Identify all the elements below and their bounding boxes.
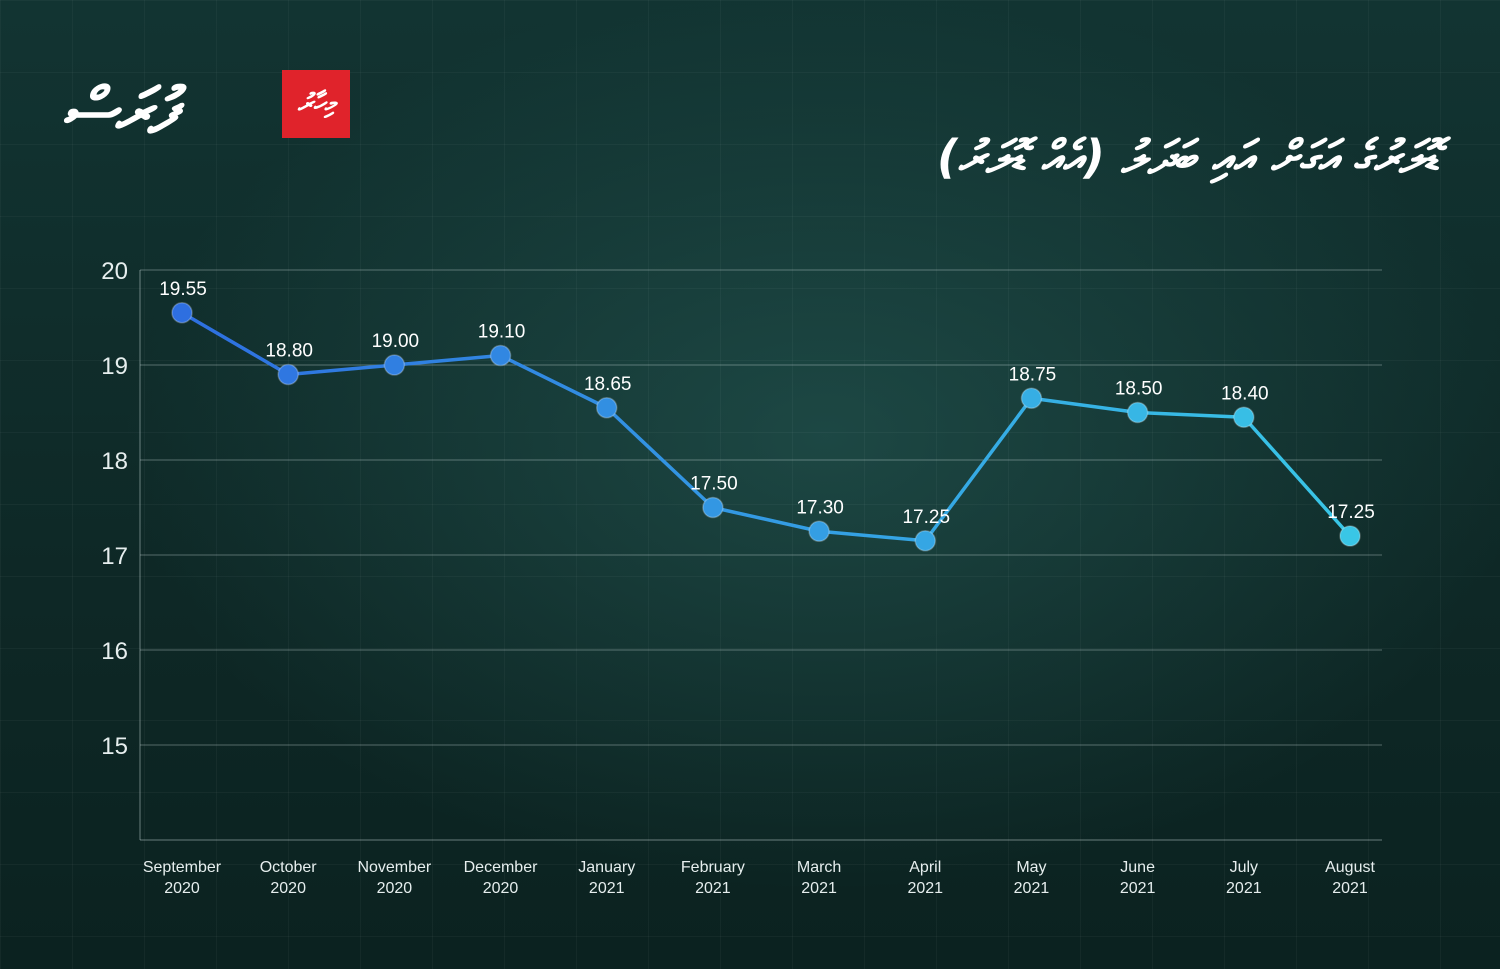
data-point bbox=[1339, 525, 1361, 547]
y-tick-label: 16 bbox=[101, 638, 128, 665]
data-point bbox=[702, 496, 724, 519]
data-label: 19.55 bbox=[159, 279, 207, 300]
data-point bbox=[914, 530, 937, 552]
y-tick-label: 20 bbox=[101, 258, 128, 285]
data-label: 19.10 bbox=[478, 322, 526, 343]
x-axis-ticks: September 2020 October 2020 November 2020 Dece… bbox=[143, 859, 1376, 897]
x-tick-label-month: January bbox=[578, 859, 635, 876]
data-labels: 19.55 18.80 19.00 19.10 18.65 17.50 17.30 17.25… bbox=[159, 279, 1375, 528]
x-tick-label-month: December bbox=[464, 859, 538, 876]
x-tick-label-month: April bbox=[909, 859, 941, 876]
data-label: 17.25 bbox=[1327, 502, 1375, 523]
data-label: 18.80 bbox=[265, 341, 313, 362]
x-tick-label-year: 2020 bbox=[270, 880, 306, 897]
x-tick-label-month: June bbox=[1120, 859, 1155, 876]
x-tick-label-month: August bbox=[1325, 859, 1375, 876]
x-tick-label-year: 2020 bbox=[164, 880, 200, 897]
brand-logo: ފުރަސް މިހާރު bbox=[62, 66, 352, 176]
x-tick-label-year: 2020 bbox=[377, 880, 413, 897]
brand-logo-text: ފުރަސް bbox=[62, 74, 174, 147]
x-tick-label-month: September bbox=[143, 859, 222, 876]
data-point bbox=[1126, 401, 1149, 424]
y-tick-label: 18 bbox=[101, 448, 128, 475]
x-tick-label-month: May bbox=[1016, 859, 1046, 876]
x-tick-label-month: July bbox=[1230, 859, 1258, 876]
brand-badge: މިހާރު bbox=[282, 70, 350, 138]
data-label: 18.75 bbox=[1009, 364, 1057, 385]
x-tick-label-year: 2021 bbox=[695, 880, 731, 897]
data-points bbox=[171, 302, 1361, 552]
data-label: 17.50 bbox=[690, 474, 738, 495]
data-point bbox=[595, 397, 618, 419]
data-label: 19.00 bbox=[372, 331, 420, 352]
data-point bbox=[277, 363, 299, 386]
data-point bbox=[489, 344, 512, 367]
y-tick-label: 15 bbox=[101, 733, 128, 760]
data-point bbox=[1233, 406, 1255, 428]
chart-headline: ޑޮލަރުގެ އަގަށް އައި ބަދަލު (އެއް ޑޮލަރު… bbox=[936, 130, 1438, 184]
data-point bbox=[383, 354, 406, 376]
data-label: 18.65 bbox=[584, 374, 632, 395]
x-tick-label-year: 2021 bbox=[1226, 880, 1262, 897]
data-label: 18.40 bbox=[1221, 383, 1269, 404]
y-tick-label: 17 bbox=[101, 543, 128, 570]
x-tick-label-year: 2021 bbox=[907, 880, 943, 897]
data-point bbox=[808, 520, 830, 542]
series-line-group bbox=[180, 311, 1352, 543]
x-tick-label-year: 2021 bbox=[589, 880, 625, 897]
chart-axes bbox=[139, 270, 1382, 841]
x-tick-label-month: November bbox=[357, 859, 431, 876]
chart-gridlines bbox=[140, 269, 1382, 746]
x-tick-label-year: 2021 bbox=[1014, 880, 1050, 897]
x-tick-label-month: February bbox=[681, 859, 745, 876]
data-label: 17.25 bbox=[902, 507, 950, 528]
data-label: 17.30 bbox=[796, 497, 844, 518]
x-tick-label-year: 2021 bbox=[1120, 880, 1156, 897]
y-axis-ticks: 20 19 18 17 16 15 bbox=[101, 258, 128, 760]
y-tick-label: 19 bbox=[101, 353, 128, 380]
x-tick-label-year: 2021 bbox=[1332, 880, 1368, 897]
x-tick-label-year: 2021 bbox=[801, 880, 837, 897]
data-label: 18.50 bbox=[1115, 379, 1163, 400]
x-tick-label-year: 2020 bbox=[483, 880, 519, 897]
data-point bbox=[171, 302, 193, 324]
data-point bbox=[1020, 387, 1043, 409]
series-line bbox=[180, 311, 1352, 543]
x-tick-label-month: March bbox=[797, 859, 841, 876]
x-tick-label-month: October bbox=[260, 859, 318, 876]
